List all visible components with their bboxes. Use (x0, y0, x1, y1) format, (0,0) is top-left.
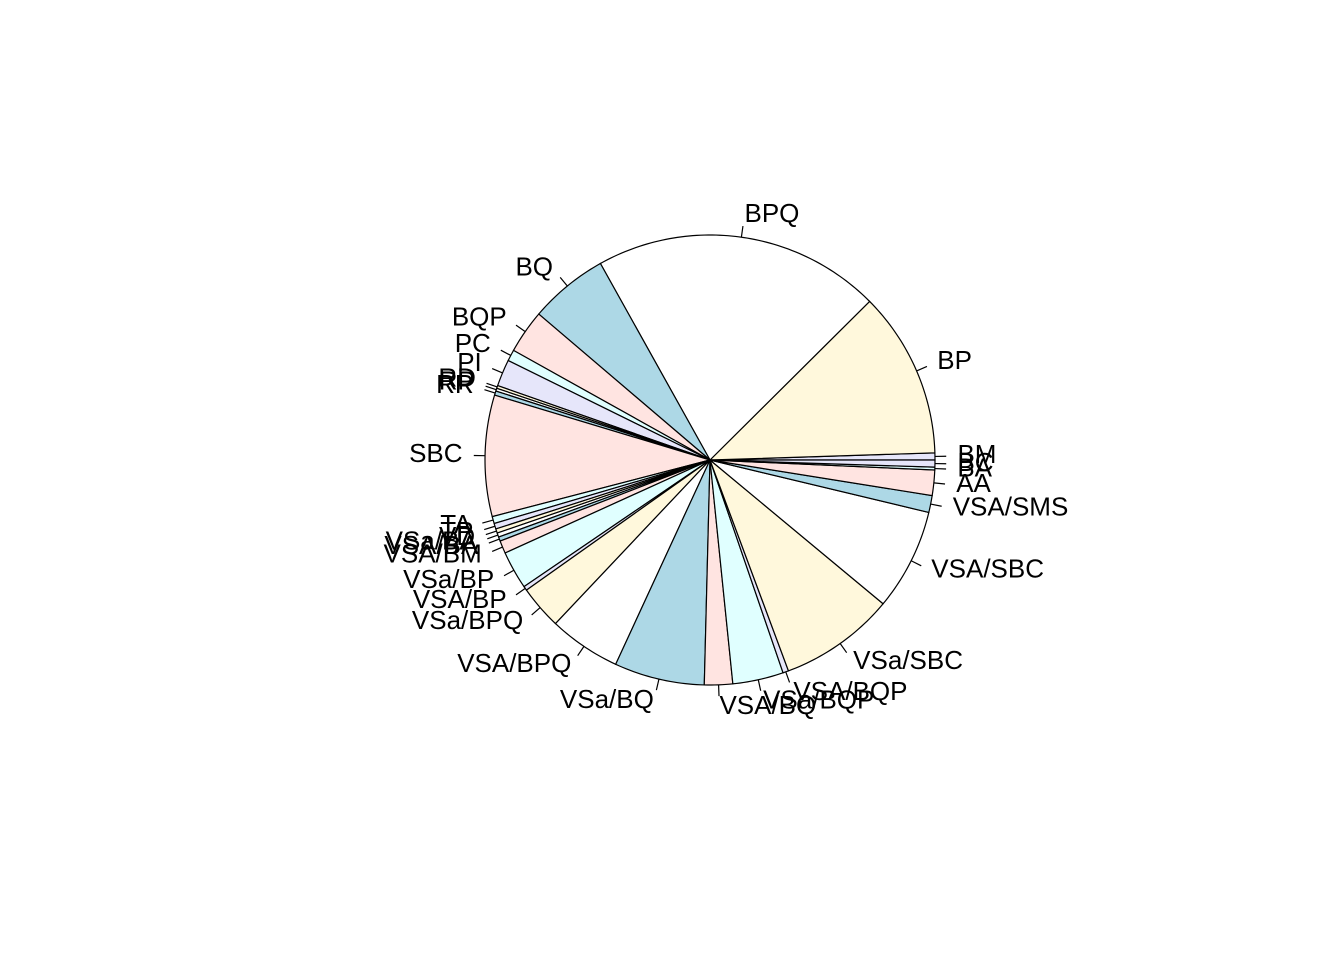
pie-slice (496, 359, 711, 461)
slice-label-tick (485, 530, 497, 536)
pie-slice (709, 459, 930, 605)
slice-label: VSA/SMS (953, 491, 1069, 521)
slice-label: VD (439, 521, 475, 551)
slice-label: VSa/BQ (560, 684, 654, 714)
slice-label-tick (488, 538, 500, 544)
slice-label: AA (956, 468, 991, 498)
slice-label-tick (515, 587, 526, 596)
slice-label-tick (757, 679, 762, 691)
slice-label-tick (484, 525, 496, 531)
slice-label-tick (559, 276, 568, 287)
slice-label-tick (482, 519, 494, 524)
slice-label: VSA/BP (413, 584, 507, 614)
slice-label-tick (785, 671, 791, 683)
pie-slice (708, 300, 936, 461)
slice-label-tick (485, 385, 497, 391)
slice-label-tick (484, 389, 496, 394)
slice-label: BQP (452, 302, 507, 332)
labels-layer: BMBPBPQBQBQPPCPIRDRPRRSBCTATPVDVSa/BAVSA… (384, 198, 1069, 720)
slice-label-tick (486, 382, 498, 388)
slice-label: VSA/BQ (719, 690, 816, 720)
slice-label: BM (957, 439, 996, 469)
slice-label: TP (440, 516, 473, 546)
slice-label-tick (500, 349, 512, 356)
pie-slice (537, 262, 711, 461)
pie-slice (709, 459, 936, 497)
slice-label: RP (439, 365, 475, 395)
slice-label-tick (930, 503, 942, 507)
label-ticks-layer (473, 225, 947, 697)
slice-label: BA (957, 452, 992, 482)
slice-label-tick (577, 646, 585, 657)
slice-label-tick (916, 365, 928, 372)
slice-label: VSA/SBC (931, 554, 1044, 584)
slice-label-tick (491, 367, 503, 374)
pie-slice (554, 459, 711, 666)
slice-label: VSa/BA (386, 525, 478, 555)
slice-label-tick (839, 643, 848, 654)
slice-label: RR (436, 369, 474, 399)
slice-label: TA (440, 509, 472, 539)
slice-label: BPQ (745, 198, 800, 228)
slice-label: VSa/BPQ (412, 605, 523, 635)
slice-label-tick (740, 225, 744, 238)
slice-label-tick (933, 482, 946, 485)
slice-label: VSA/BQP (793, 676, 907, 706)
slice-label: SBC (409, 438, 462, 468)
slice-label: VSa/BQP (763, 685, 874, 715)
slice-label-tick (515, 324, 526, 333)
slice-label: PI (457, 347, 482, 377)
slice-label: VSA/BA (384, 530, 479, 560)
slice-label-tick (531, 607, 541, 616)
slice-label-tick (655, 678, 660, 691)
slice-label-tick (491, 546, 503, 553)
slice-label: BC (957, 447, 993, 477)
slice-label: VSA/BPQ (457, 648, 571, 678)
slice-label-tick (910, 560, 922, 567)
slice-label: BP (937, 345, 972, 375)
slice-label: PC (455, 328, 491, 358)
slices-layer (484, 234, 936, 686)
slice-label-tick (487, 534, 499, 540)
slice-label: BQ (515, 251, 553, 281)
slice-label: VSa/SBC (853, 645, 963, 675)
slice-label: RD (438, 363, 476, 393)
slice-label-tick (503, 569, 515, 577)
slice-label: VSA/BM (384, 539, 482, 569)
pie-slice (599, 234, 871, 461)
slice-label: VSa/BP (403, 564, 494, 594)
